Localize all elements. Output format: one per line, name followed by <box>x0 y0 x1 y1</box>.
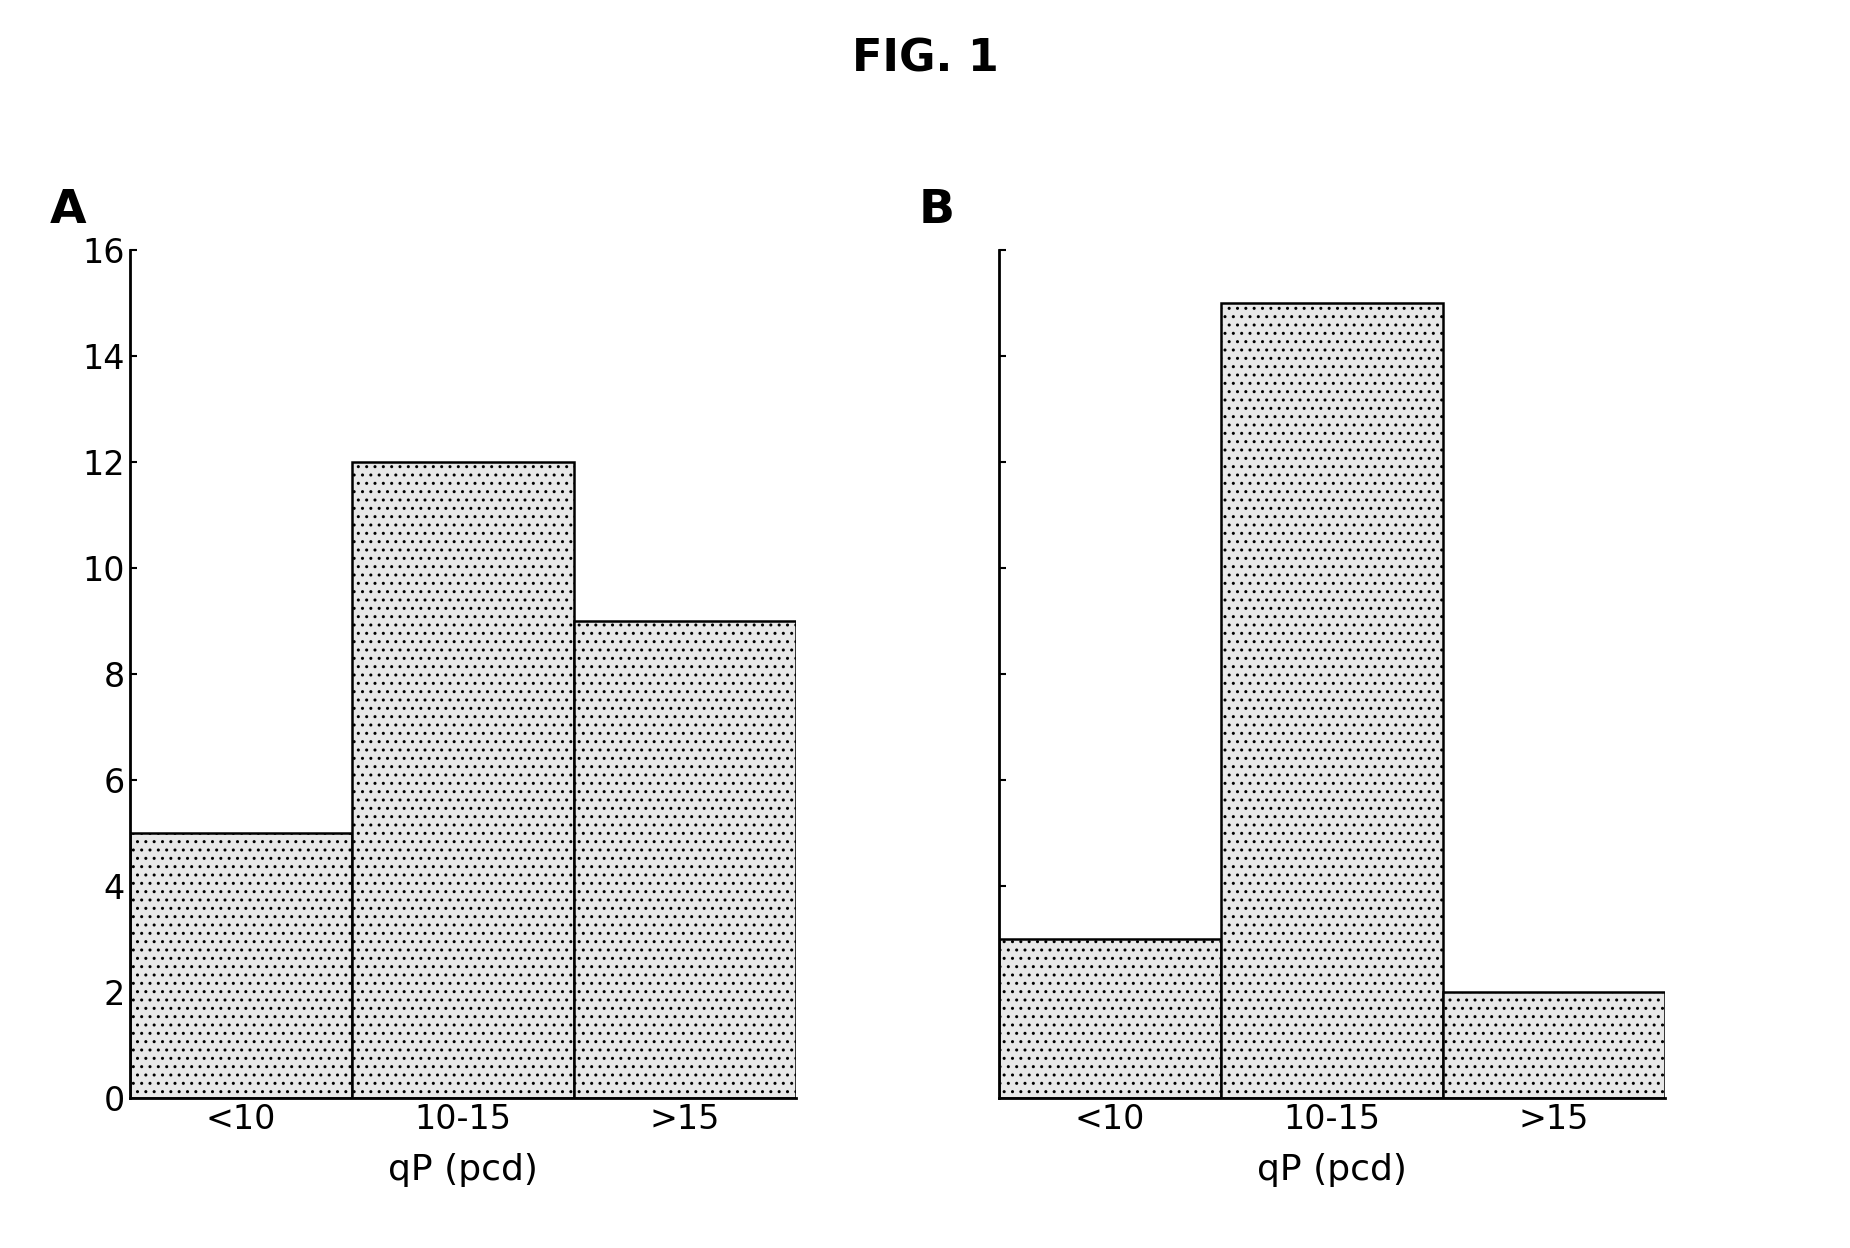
X-axis label: qP (pcd): qP (pcd) <box>1256 1153 1408 1187</box>
Bar <box>130 834 352 1098</box>
Text: FIG. 1: FIG. 1 <box>851 37 999 80</box>
Bar <box>1221 302 1443 1098</box>
Text: A: A <box>50 187 87 232</box>
Text: B: B <box>919 187 955 232</box>
X-axis label: qP (pcd): qP (pcd) <box>387 1153 538 1187</box>
Bar <box>1443 992 1665 1098</box>
Bar <box>352 462 574 1098</box>
Bar <box>574 620 796 1098</box>
Bar <box>999 938 1221 1098</box>
